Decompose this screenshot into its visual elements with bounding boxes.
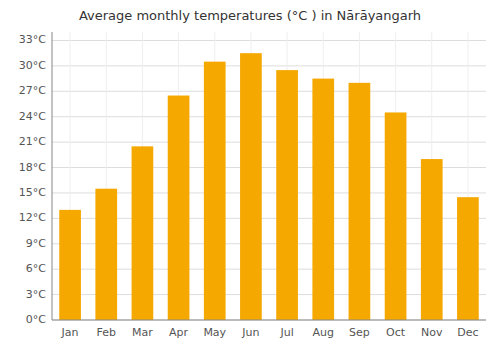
y-tick-label: 18°C [19, 161, 46, 174]
bar [204, 62, 226, 320]
axes: 0°C 3°C 6°C 9°C 12°C 15°C 18°C 21°C 24°C 27°C 30°C… [19, 32, 486, 339]
x-tick-label: Jun [241, 326, 259, 339]
y-grid-line [52, 91, 486, 92]
bar [385, 112, 407, 320]
chart-svg: 0°C 3°C 6°C 9°C 12°C 15°C 18°C 21°C 24°C 27°C 30°C… [0, 0, 500, 350]
x-tick-label: Mar [132, 326, 153, 339]
y-grid-line [52, 320, 486, 321]
x-tick-label: Nov [421, 326, 443, 339]
y-tick-label: 3°C [26, 288, 46, 301]
bar [312, 79, 334, 320]
y-grid-line [52, 65, 486, 66]
x-tick-label: Feb [97, 326, 116, 339]
x-tick-label: Dec [457, 326, 478, 339]
bar [276, 70, 298, 320]
y-tick-label: 9°C [26, 237, 46, 250]
bar [240, 53, 262, 320]
y-tick-label: 30°C [19, 59, 46, 72]
bar [349, 83, 371, 320]
x-tick-label: Jan [61, 326, 79, 339]
y-tick-label: 0°C [26, 313, 46, 326]
title: Average monthly temperatures (°C ) in Nā… [79, 8, 421, 23]
bar [132, 146, 154, 320]
y-grid-line [52, 40, 486, 41]
x-tick-label: Sep [349, 326, 370, 339]
x-tick-label: May [203, 326, 226, 339]
y-tick-label: 24°C [19, 110, 46, 123]
bar [457, 197, 479, 320]
bar [95, 189, 117, 320]
y-tick-label: 21°C [19, 135, 46, 148]
x-tick-label: Aug [313, 326, 334, 339]
bar [168, 96, 190, 320]
y-tick-label: 27°C [19, 84, 46, 97]
bars [59, 53, 479, 320]
x-tick-label: Oct [386, 326, 406, 339]
bar [421, 159, 443, 320]
x-tick-label: Jul [279, 326, 293, 339]
y-tick-label: 33°C [19, 33, 46, 46]
x-axis-line [52, 320, 486, 321]
grid [52, 32, 486, 320]
y-tick-label: 6°C [26, 262, 46, 275]
x-tick-label: Apr [169, 326, 189, 339]
y-axis-line [52, 32, 53, 320]
y-tick-label: 15°C [19, 186, 46, 199]
y-grid-line [52, 116, 486, 117]
y-tick-label: 12°C [19, 211, 46, 224]
chart-container: 0°C 3°C 6°C 9°C 12°C 15°C 18°C 21°C 24°C 27°C 30°C… [0, 0, 500, 350]
bar [59, 210, 81, 320]
y-grid-line [52, 142, 486, 143]
